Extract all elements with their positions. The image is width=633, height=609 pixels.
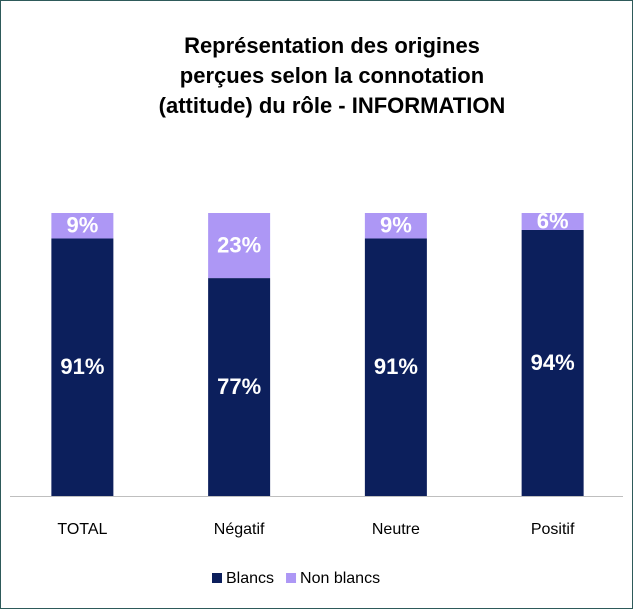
value-label: 77% <box>217 374 261 399</box>
legend-label: Non blancs <box>300 570 380 587</box>
chart-title: perçues selon la connotation <box>180 63 484 88</box>
legend-swatch <box>286 573 297 583</box>
x-tick-label: Négatif <box>214 521 265 538</box>
bar-segment <box>208 213 271 279</box>
chart-title: Représentation des origines <box>184 33 480 58</box>
bar-segment <box>521 229 584 497</box>
x-tick-label: Positif <box>531 521 575 538</box>
bar-segment <box>51 238 114 496</box>
bar-segment <box>208 278 271 496</box>
value-label: 9% <box>380 213 412 238</box>
value-label: 9% <box>66 213 98 238</box>
x-tick-label: TOTAL <box>57 521 107 538</box>
bar-segment <box>364 213 427 239</box>
legend-label: Blancs <box>226 570 274 587</box>
bar-segment <box>364 238 427 496</box>
value-label: 94% <box>531 350 575 375</box>
legend-swatch <box>212 573 222 583</box>
x-tick-label: Neutre <box>372 521 420 538</box>
value-label: 91% <box>374 354 418 379</box>
value-label: 91% <box>60 354 104 379</box>
bar-segment <box>521 213 584 230</box>
value-label: 23% <box>217 232 261 257</box>
chart-title: (attitude) du rôle - INFORMATION <box>159 93 506 118</box>
bar-segment <box>51 213 114 239</box>
value-label: 6% <box>537 208 569 233</box>
